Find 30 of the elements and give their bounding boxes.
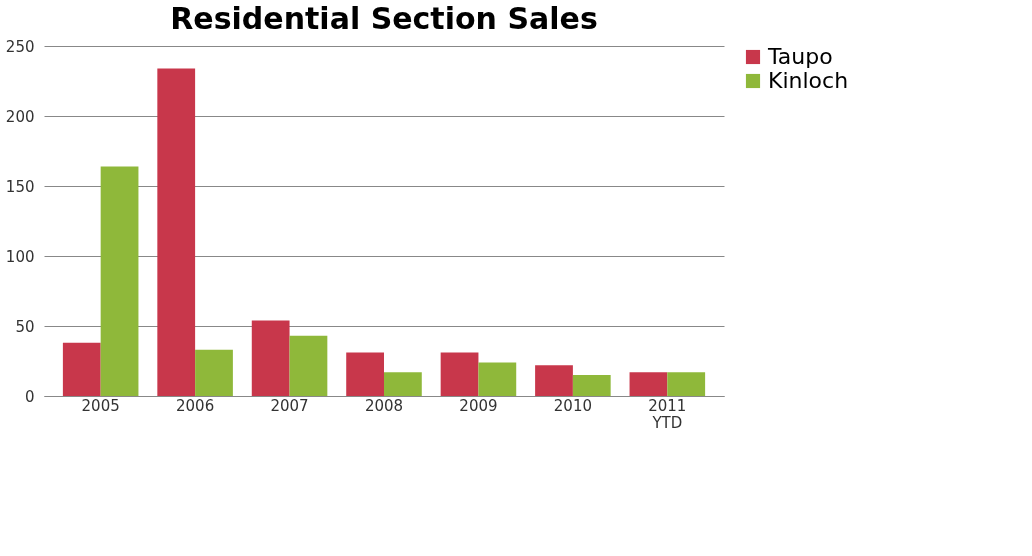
y-tick-label: 250	[5, 37, 35, 56]
legend-label: Kinloch	[768, 68, 849, 93]
legend-label: Taupo	[767, 44, 833, 69]
bar	[100, 166, 139, 396]
x-tick-label: 2006	[176, 396, 215, 415]
bar	[572, 375, 611, 396]
bar	[478, 362, 517, 396]
y-tick-label: 100	[5, 247, 35, 266]
bar	[62, 342, 101, 396]
bar	[251, 320, 290, 396]
x-tick-label: 2009	[459, 396, 498, 415]
x-tick-label: 2005	[81, 396, 120, 415]
bar	[667, 372, 706, 396]
bar	[440, 352, 479, 396]
y-tick-label: 200	[5, 107, 35, 126]
bar	[346, 352, 384, 396]
bar	[384, 372, 422, 396]
y-tick-label: 0	[24, 387, 35, 406]
chart-title: Residential Section Sales	[170, 1, 598, 36]
y-tick-label: 50	[15, 317, 35, 336]
bar	[629, 372, 668, 396]
x-tick-label: 2008	[364, 396, 404, 415]
x-tick-label: 2011 YTD	[648, 396, 687, 432]
bar	[195, 349, 233, 396]
y-tick-label: 150	[5, 177, 35, 196]
bar	[535, 365, 573, 396]
x-tick-label: 2007	[270, 396, 309, 415]
bar	[289, 335, 328, 396]
bar	[157, 68, 196, 396]
x-tick-label: 2010	[553, 396, 592, 415]
